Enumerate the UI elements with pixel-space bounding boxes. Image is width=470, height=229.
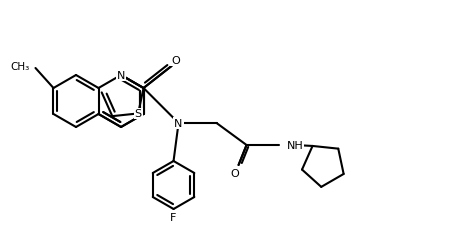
Text: NH: NH	[287, 140, 303, 150]
Text: F: F	[170, 212, 177, 222]
Text: S: S	[134, 109, 142, 119]
Text: O: O	[230, 168, 239, 178]
Text: N: N	[117, 71, 125, 81]
Text: CH₃: CH₃	[10, 62, 30, 72]
Text: O: O	[171, 56, 180, 66]
Text: N: N	[174, 118, 183, 128]
